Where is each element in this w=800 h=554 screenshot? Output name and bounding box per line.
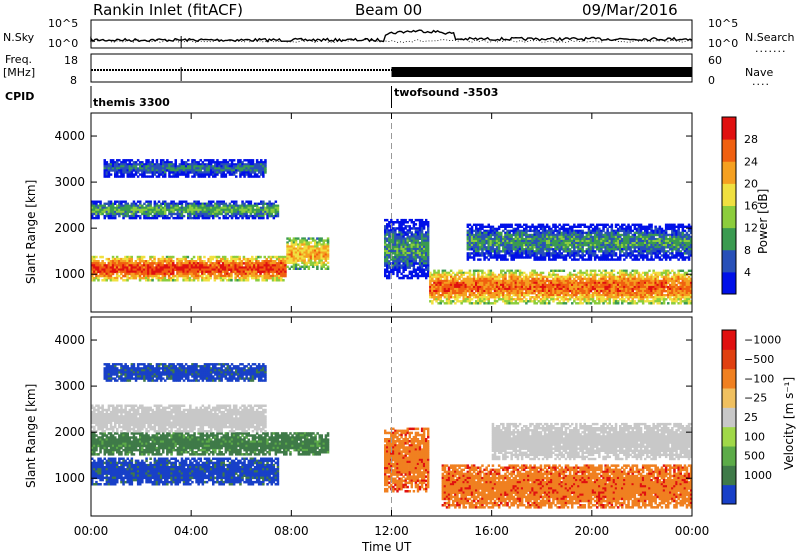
time-xtick-2: 08:00 [274,524,309,538]
time-xtick-6: 00:00 [675,524,710,538]
nave-label: Nave [745,66,774,79]
nsearch-tick-low: 10^0 [708,37,739,50]
power-colorbar-swatch-5 [722,161,736,184]
freq-label: Freq. [5,53,33,66]
time-xtick-0: 00:00 [74,524,109,538]
beam-title: Beam 00 [355,1,423,19]
power-colorbar-swatch-7 [722,117,736,140]
time-xtick-1: 04:00 [174,524,209,538]
velocity-region-1 [91,432,330,456]
velocity-colorbar-swatch-8 [722,330,736,350]
velocity-region-2 [91,404,267,433]
velocity-colorbar-swatch-0 [722,484,736,505]
time-xtick-5: 20:00 [575,524,610,538]
power-region-0 [91,255,287,282]
velocity-colorbar-swatch-3 [722,426,736,447]
velocity-colorbar-swatch-7 [722,349,736,370]
date-title: 09/Mar/2016 [582,1,678,19]
velocity-colorbar-swatch-4 [722,407,736,428]
power-region-2 [91,200,280,220]
velocity-region-4 [384,427,430,493]
velocity-ytick-1: 2000 [54,425,85,439]
power-colorbar-tick-4: 20 [744,177,758,190]
nsky-series-line [90,29,693,43]
velocity-colorbar-tick-6: −500 [744,353,774,366]
nsky-tick-low: 10^0 [48,37,79,50]
power-region-5 [429,269,693,305]
power-region-1 [286,237,330,270]
nsky-label: N.Sky [3,31,35,44]
power-region-6 [466,223,693,261]
power-colorbar-tick-5: 24 [744,155,758,168]
power-ytick-1: 2000 [54,221,85,235]
velocity-region-3 [103,363,267,382]
station-title: Rankin Inlet (fitACF) [93,1,244,19]
velocity-colorbar-tick-4: −25 [744,392,767,405]
velocity-region-6 [491,422,693,461]
velocity-colorbar-tick-7: −1000 [744,334,781,347]
velocity-colorbar-frame [721,329,737,505]
velocity-ytick-0: 1000 [54,471,85,485]
power-colorbar-swatch-6 [722,139,736,162]
freq-series-block [391,67,692,77]
velocity-colorbar-swatch-2 [722,446,736,466]
time-xtick-3: 12:00 [374,524,409,538]
power-ytick-3: 4000 [54,129,85,143]
power-colorbar-swatch-3 [722,205,736,229]
power-ytick-0: 1000 [54,267,85,281]
nave-tick-low: 0 [708,74,715,87]
freq-tick-high: 18 [64,54,78,67]
velocity-colorbar-tick-3: 25 [744,411,758,424]
velocity-colorbar-swatch-1 [722,465,736,486]
freq-unit: [MHz] [3,66,36,79]
time-xlabel: Time UT [362,540,412,554]
nsearch-tick-high: 10^5 [708,17,739,30]
power-colorbar-tick-3: 16 [744,200,758,213]
cpid-label: CPID [5,90,35,103]
nsky-tick-high: 10^5 [48,17,79,30]
power-colorbar-tick-1: 8 [744,244,751,257]
power-colorbar-swatch-2 [722,227,736,251]
velocity-region-0 [91,457,280,486]
velocity-colorbar-tick-2: 100 [744,430,765,443]
nsky-panel-frame [90,19,693,49]
velocity-colorbar-tick-1: 500 [744,450,765,463]
power-colorbar-tick-0: 4 [744,266,751,279]
nave-legend-dots: ···· [752,78,770,91]
nave-tick-high: 60 [708,54,722,67]
power-colorbar-swatch-0 [722,271,736,295]
velocity-colorbar-tick-5: −100 [744,372,774,385]
power-colorbar-swatch-1 [722,249,736,273]
nsearch-legend-dots: ······· [755,45,787,58]
velocity-ytick-2: 3000 [54,379,85,393]
velocity-ytick-3: 4000 [54,333,85,347]
cpid-segment-0: themis 3300 [93,96,170,109]
power-ytick-2: 3000 [54,175,85,189]
freq-tick-low: 8 [70,74,77,87]
power-colorbar-frame [721,116,737,295]
cpid-segment-1: twofsound -3503 [394,86,499,99]
nsearch-label: N.Search [745,31,795,44]
velocity-colorbar-tick-0: 1000 [744,469,772,482]
velocity-colorbar-swatch-5 [722,388,736,408]
time-xtick-4: 16:00 [474,524,509,538]
power-region-3 [103,159,267,178]
velocity-region-5 [441,464,693,509]
power-colorbar-tick-6: 28 [744,133,758,146]
power-colorbar-swatch-4 [722,183,736,206]
velocity-colorbar-swatch-6 [722,368,736,389]
power-region-4 [384,218,430,280]
power-colorbar-tick-2: 12 [744,222,758,235]
